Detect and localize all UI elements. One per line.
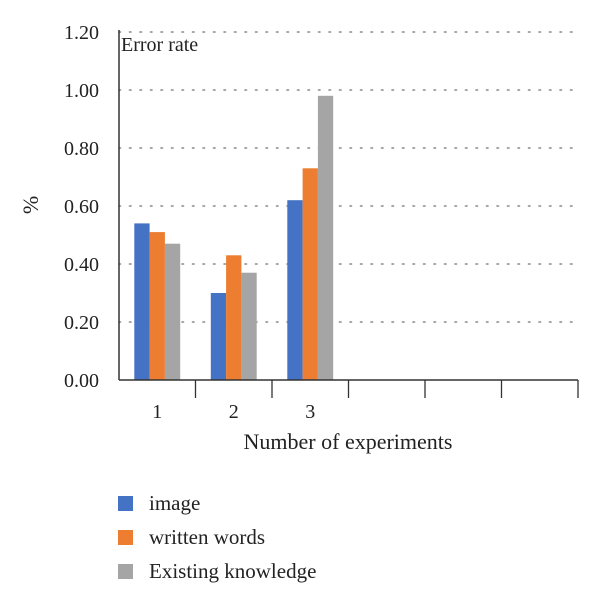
bar-written-words-2 — [226, 255, 242, 380]
x-tick-label: 3 — [305, 401, 315, 423]
legend: image written words Existing knowledge — [118, 486, 316, 588]
legend-swatch — [118, 563, 133, 579]
bar-existing-knowledge-2 — [241, 272, 257, 380]
bar-written-words-1 — [149, 232, 165, 380]
x-tick-label: 2 — [229, 401, 239, 423]
legend-item: written words — [118, 520, 316, 554]
y-tick-label: 1.00 — [64, 80, 99, 102]
y-tick-label: 1.20 — [64, 22, 99, 44]
y-axis-ticks: 0.00 0.20 0.40 0.60 0.80 1.00 1.20 — [64, 22, 99, 392]
legend-label: written words — [149, 524, 266, 549]
y-tick-label: 0.00 — [64, 370, 99, 392]
bar-image-2 — [210, 293, 227, 380]
legend-swatch — [118, 495, 133, 511]
gridlines — [118, 31, 579, 323]
legend-item: image — [118, 486, 316, 520]
y-tick-label: 0.60 — [64, 196, 99, 218]
x-axis — [118, 30, 579, 398]
legend-item: Existing knowledge — [118, 554, 316, 588]
x-axis-label: Number of experiments — [244, 429, 453, 454]
x-tick-label: 1 — [152, 401, 162, 423]
y-axis-label: % — [18, 196, 43, 214]
y-tick-label: 0.20 — [64, 312, 99, 334]
bar-image-3 — [287, 200, 303, 380]
bar-existing-knowledge-1 — [164, 243, 181, 380]
legend-label: Existing knowledge — [149, 558, 317, 583]
bars — [134, 95, 334, 381]
x-axis-ticks: 1 2 3 — [152, 401, 315, 423]
legend-swatch — [118, 529, 133, 545]
y-tick-label: 0.80 — [64, 138, 99, 160]
bar-written-words-3 — [302, 168, 318, 380]
bar-image-1 — [134, 223, 150, 380]
bar-chart: 0.00 0.20 0.40 0.60 0.80 1.00 1.20 1 2 3 Error r… — [18, 22, 579, 454]
chart-title: Error rate — [121, 34, 198, 56]
bar-existing-knowledge-3 — [317, 95, 334, 381]
legend-label: image — [149, 490, 201, 515]
y-tick-label: 0.40 — [64, 254, 99, 276]
